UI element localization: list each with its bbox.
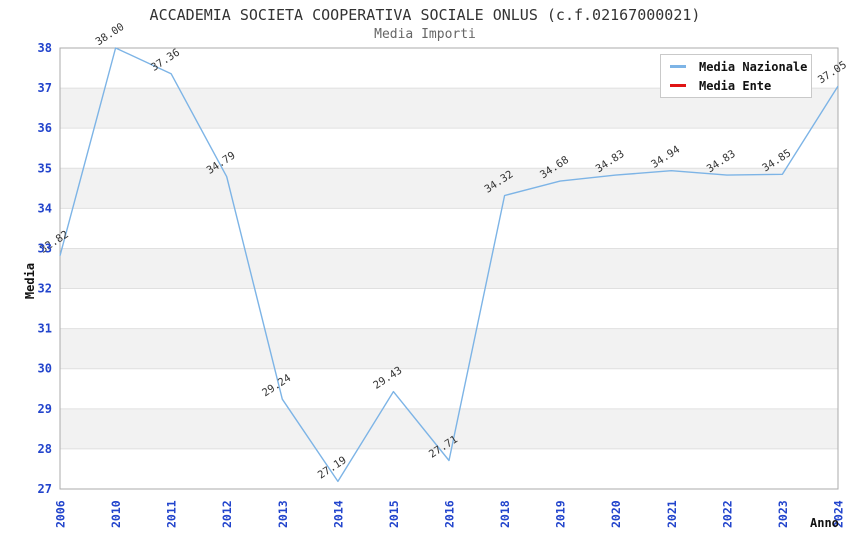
legend-label-media-ente: Media Ente [699, 78, 772, 93]
x-tick-label: 2015 [387, 500, 401, 528]
y-tick-label: 38 [38, 41, 52, 55]
plot-band [60, 408, 838, 449]
chart-subtitle: Media Importi [374, 27, 476, 42]
x-tick-label: 2023 [776, 500, 790, 528]
x-tick-label: 2019 [554, 500, 568, 528]
chart-title: ACCADEMIA SOCIETA COOPERATIVA SOCIALE ON… [149, 6, 701, 24]
plot-border [59, 47, 839, 490]
x-tick-label: 2018 [498, 500, 512, 528]
legend-line-swatch-red [670, 84, 686, 87]
legend-label-media-nazionale: Media Nazionale [699, 59, 808, 74]
data-point-label: 37.36 [149, 47, 182, 74]
data-point-label: 37.05 [816, 59, 849, 86]
y-tick-label: 32 [38, 282, 52, 296]
x-tick-label: 2014 [331, 500, 345, 528]
plot-band [60, 248, 838, 289]
plot-band [60, 328, 838, 369]
x-tick-label: 2012 [220, 500, 234, 528]
y-tick-label: 33 [38, 241, 52, 255]
x-tick-label: 2021 [665, 500, 679, 528]
y-axis-title: Media [23, 262, 37, 300]
y-tick-label: 37 [38, 81, 52, 95]
x-tick-label: 2013 [276, 500, 290, 528]
legend-item-media-nazionale: Media Nazionale [670, 60, 811, 74]
y-tick-label: 36 [38, 121, 52, 135]
y-tick-label: 27 [38, 482, 52, 496]
legend: Media Nazionale Media Ente [660, 54, 812, 98]
data-point-label: 27.19 [316, 454, 349, 481]
x-tick-label: 2024 [832, 500, 846, 528]
data-point-label: 38.00 [93, 21, 126, 48]
y-tick-label: 31 [38, 322, 52, 336]
y-tick-label: 30 [38, 362, 52, 376]
y-tick-label: 35 [38, 161, 52, 175]
x-axis-title: Anno [810, 516, 839, 530]
y-tick-label: 28 [38, 442, 52, 456]
x-tick-label: 2020 [609, 500, 623, 528]
y-tick-label: 29 [38, 402, 52, 416]
data-point-label: 34.94 [649, 144, 682, 171]
series-line-media-nazionale [59, 47, 839, 483]
y-tick-label: 34 [38, 201, 52, 215]
legend-item-media-ente: Media Ente [670, 79, 811, 93]
x-tick-label: 2011 [165, 500, 179, 528]
x-tick-label: 2016 [443, 500, 457, 528]
plot-band [60, 168, 838, 209]
legend-line-swatch-blue [670, 65, 686, 68]
x-tick-label: 2022 [720, 500, 734, 528]
x-tick-label: 2006 [54, 500, 68, 528]
x-tick-label: 2010 [109, 500, 123, 528]
